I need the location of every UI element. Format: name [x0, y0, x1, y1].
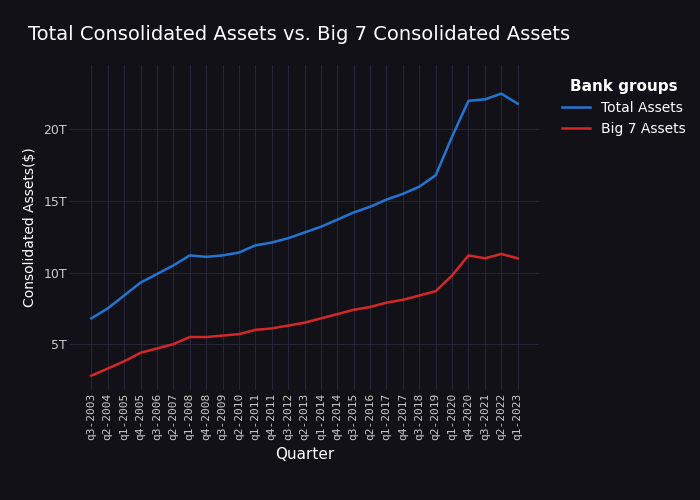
Line: Big 7 Assets: Big 7 Assets	[91, 254, 518, 376]
Total Assets	[415, 184, 424, 190]
Line: Total Assets: Total Assets	[91, 94, 518, 318]
Big 7 Assets	[514, 256, 522, 262]
Legend: Total Assets, Big 7 Assets: Total Assets, Big 7 Assets	[555, 72, 693, 142]
Total Assets	[366, 204, 375, 210]
Big 7 Assets	[431, 288, 440, 294]
Big 7 Assets	[87, 372, 95, 378]
Total Assets	[464, 98, 473, 104]
Big 7 Assets	[333, 311, 342, 317]
Big 7 Assets	[448, 272, 456, 278]
Total Assets	[169, 262, 178, 268]
Total Assets	[234, 250, 243, 256]
Total Assets	[104, 306, 112, 312]
Total Assets	[284, 235, 293, 241]
Total Assets	[251, 242, 260, 248]
Total Assets	[218, 252, 227, 258]
Big 7 Assets	[251, 327, 260, 333]
Big 7 Assets	[120, 358, 128, 364]
Big 7 Assets	[382, 300, 391, 306]
Big 7 Assets	[104, 366, 112, 372]
Total Assets	[497, 90, 505, 96]
Big 7 Assets	[481, 256, 489, 262]
Big 7 Assets	[349, 307, 358, 313]
Big 7 Assets	[136, 350, 145, 356]
Big 7 Assets	[202, 334, 210, 340]
Big 7 Assets	[366, 304, 375, 310]
Total Assets	[481, 96, 489, 102]
Big 7 Assets	[464, 252, 473, 258]
X-axis label: Quarter: Quarter	[275, 447, 334, 462]
Big 7 Assets	[267, 326, 276, 332]
Total Assets	[136, 280, 145, 285]
Total Assets	[300, 230, 309, 235]
Total Assets	[87, 316, 95, 322]
Total Assets	[514, 100, 522, 106]
Total Assets	[349, 210, 358, 216]
Big 7 Assets	[415, 292, 424, 298]
Big 7 Assets	[186, 334, 194, 340]
Total Assets	[202, 254, 210, 260]
Big 7 Assets	[316, 316, 325, 322]
Y-axis label: Consolidated Assets($): Consolidated Assets($)	[22, 148, 36, 308]
Big 7 Assets	[399, 297, 407, 303]
Total Assets	[120, 292, 128, 298]
Total Assets	[186, 252, 194, 258]
Big 7 Assets	[497, 251, 505, 257]
Total Assets	[399, 191, 407, 197]
Total Assets	[431, 172, 440, 178]
Total Assets	[316, 224, 325, 230]
Total Assets	[448, 134, 456, 140]
Big 7 Assets	[218, 332, 227, 338]
Big 7 Assets	[234, 331, 243, 337]
Total Assets	[382, 196, 391, 202]
Big 7 Assets	[169, 341, 178, 347]
Big 7 Assets	[153, 346, 161, 352]
Total Assets	[333, 216, 342, 222]
Big 7 Assets	[300, 320, 309, 326]
Big 7 Assets	[284, 322, 293, 328]
Total Assets	[153, 271, 161, 277]
Text: Total Consolidated Assets vs. Big 7 Consolidated Assets: Total Consolidated Assets vs. Big 7 Cons…	[28, 25, 570, 44]
Total Assets	[267, 240, 276, 246]
